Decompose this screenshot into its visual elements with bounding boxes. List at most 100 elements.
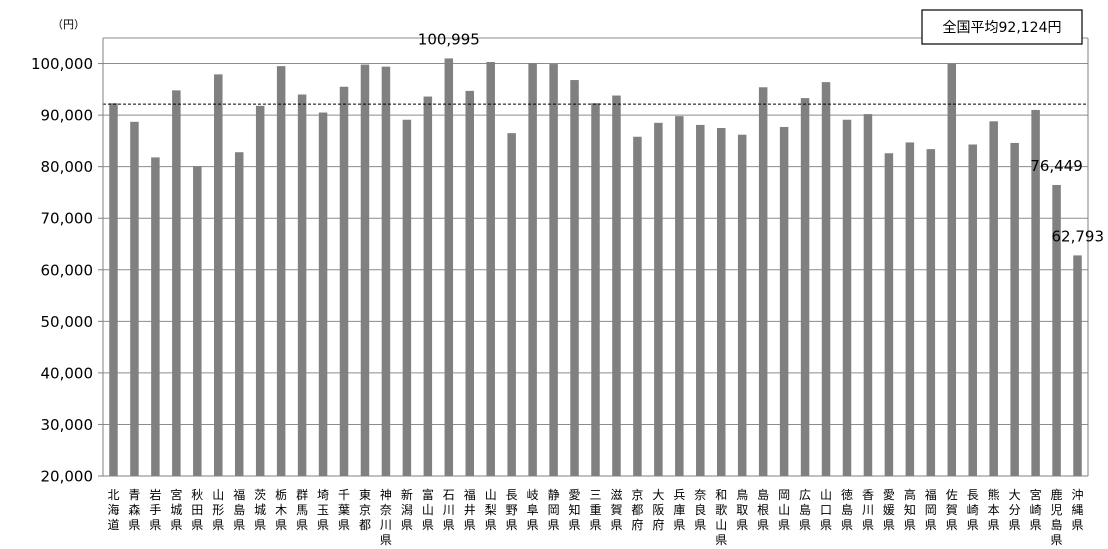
x-category-label-鳥取県: 鳥取県	[736, 487, 748, 532]
x-category-label-北海道: 北海道	[107, 488, 119, 532]
bar-香川県	[863, 114, 873, 476]
x-category-label-岐阜県: 岐阜県	[527, 488, 539, 532]
x-category-label-愛知県: 愛知県	[569, 488, 581, 532]
bar-富山県	[423, 96, 433, 477]
x-category-label-長崎県: 長崎県	[967, 488, 979, 532]
bar-兵庫県	[675, 116, 684, 476]
bar-福岡県	[926, 149, 936, 476]
x-category-label-大分県: 大分県	[1009, 488, 1021, 532]
bar-徳島県	[842, 119, 852, 476]
y-tick-label-20,000: 20,000	[41, 468, 94, 486]
x-category-label-佐賀県: 佐賀県	[946, 488, 958, 532]
bar-青森県	[130, 121, 139, 476]
bars	[109, 58, 1082, 477]
bar-和歌山県	[716, 128, 726, 476]
bar-静岡県	[549, 64, 558, 476]
x-category-label-和歌山県: 和歌山県	[715, 488, 727, 547]
y-tick-label-70,000: 70,000	[41, 210, 94, 228]
bar-滋賀県	[612, 95, 621, 477]
bar-山口県	[821, 82, 831, 477]
x-category-label-山梨県: 山梨県	[485, 488, 497, 532]
bar-群馬県	[297, 94, 307, 477]
x-category-label-岡山県: 岡山県	[778, 488, 790, 532]
bar-福井県	[465, 90, 475, 476]
x-category-label-京都府: 京都府	[631, 488, 643, 532]
axes	[98, 38, 1089, 477]
x-category-label-宮城県: 宮城県	[170, 487, 182, 532]
x-category-label-香川県: 香川県	[862, 488, 874, 532]
average-legend-text: 全国平均92,124円	[943, 19, 1062, 36]
bar-長崎県	[968, 144, 977, 476]
data-label-石川県: 100,995	[418, 30, 480, 48]
bar-福島県	[234, 152, 244, 477]
bar-埼玉県	[318, 112, 328, 476]
average-legend-frame	[921, 9, 1083, 45]
x-category-label-滋賀県: 滋賀県	[610, 488, 622, 532]
x-category-label-長野県: 長野県	[506, 488, 518, 532]
bar-山梨県	[486, 62, 495, 476]
bar-山形県	[214, 74, 223, 476]
x-category-label-青森県: 青森県	[128, 488, 140, 532]
bar-岩手県	[151, 157, 160, 476]
x-category-label-秋田県: 秋田県	[191, 488, 203, 532]
x-category-label-福岡県: 福岡県	[925, 487, 937, 532]
y-tick-label-90,000: 90,000	[41, 107, 94, 125]
x-category-label-山形県: 山形県	[212, 488, 224, 532]
x-category-label-愛媛県: 愛媛県	[883, 488, 895, 532]
x-category-label-大阪府: 大阪府	[652, 488, 664, 532]
x-category-label-高知県: 高知県	[904, 487, 916, 532]
x-category-label-千葉県: 千葉県	[338, 488, 350, 532]
y-tick-label-30,000: 30,000	[41, 416, 94, 434]
x-category-label-兵庫県: 兵庫県	[673, 488, 685, 532]
x-category-label-群馬県: 群馬県	[296, 488, 308, 532]
y-tick-label-80,000: 80,000	[41, 158, 94, 176]
x-category-label-鹿児島県: 鹿児島県	[1051, 487, 1063, 547]
bar-宮崎県	[1031, 109, 1040, 477]
bar-鳥取県	[737, 134, 747, 476]
x-category-label-富山県: 富山県	[422, 487, 434, 532]
x-category-label-宮崎県: 宮崎県	[1030, 487, 1042, 532]
data-labels: 100,995 76,449 62,793	[418, 30, 1104, 245]
bar-沖縄県	[1073, 255, 1082, 476]
bar-佐賀県	[947, 63, 957, 477]
bar-宮城県	[172, 90, 181, 477]
x-category-label-新潟県: 新潟県	[401, 487, 413, 532]
bar-新潟県	[402, 119, 412, 476]
y-unit-label: （円）	[52, 18, 85, 31]
bar-神奈川県	[381, 66, 391, 477]
x-category-label-三重県: 三重県	[589, 488, 601, 532]
average-legend-box: 全国平均92,124円	[921, 9, 1083, 45]
x-category-label-東京都: 東京都	[359, 488, 371, 532]
y-tick-label-50,000: 50,000	[41, 313, 94, 331]
bar-広島県	[800, 98, 810, 476]
data-label-沖縄県: 62,793	[1052, 227, 1105, 245]
data-label-鹿児島県: 76,449	[1030, 157, 1083, 175]
x-category-label-徳島県: 徳島県	[841, 487, 853, 532]
bar-奈良県	[696, 124, 705, 476]
bar-大阪府	[654, 122, 663, 476]
x-category-label-埼玉県: 埼玉県	[317, 488, 329, 532]
bar-東京都	[360, 64, 370, 476]
bar-岐阜県	[528, 63, 537, 476]
x-category-label-福井県: 福井県	[464, 487, 476, 532]
x-category-label-広島県: 広島県	[799, 488, 811, 532]
x-category-label-福島県: 福島県	[233, 487, 245, 532]
x-category-label-栃木県: 栃木県	[275, 488, 287, 532]
bar-島根県	[758, 87, 768, 477]
bar-茨城県	[255, 105, 265, 476]
x-category-labels: 北海道青森県岩手県宮城県秋田県山形県福島県茨城県栃木県群馬県埼玉県千葉県東京都神…	[107, 487, 1083, 547]
x-category-label-静岡県: 静岡県	[548, 488, 560, 532]
bar-鹿児島県	[1052, 184, 1061, 476]
x-category-label-山口県: 山口県	[820, 488, 832, 532]
x-category-label-奈良県: 奈良県	[694, 488, 706, 532]
bar-大分県	[1010, 142, 1019, 476]
bar-石川県	[444, 58, 454, 477]
bar-岡山県	[779, 126, 789, 476]
bar-高知県	[905, 142, 915, 476]
bar-千葉県	[339, 86, 349, 476]
bar-愛知県	[570, 80, 579, 477]
y-tick-label-40,000: 40,000	[41, 364, 94, 382]
x-category-label-神奈川県: 神奈川県	[380, 488, 392, 547]
bar-栃木県	[276, 66, 286, 476]
